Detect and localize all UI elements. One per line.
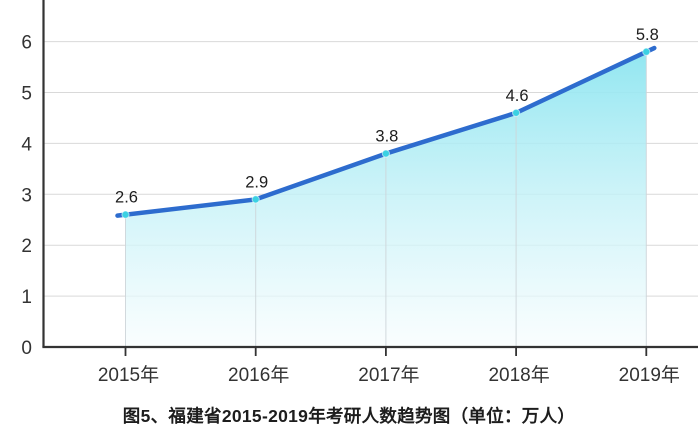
chart-caption: 图5、福建省2015-2019年考研人数趋势图（单位：万人）	[122, 406, 576, 426]
data-point-label: 2.6	[115, 189, 138, 207]
x-tick-label: 2019年	[619, 364, 680, 386]
y-tick-label: 0	[21, 338, 32, 359]
data-point-marker	[512, 108, 521, 117]
y-tick-label: 2	[21, 236, 32, 257]
y-tick-label: 6	[21, 33, 32, 54]
y-tick-label: 3	[21, 185, 32, 206]
data-point-label: 4.6	[506, 87, 529, 105]
data-point-label: 5.8	[636, 26, 659, 44]
x-tick-label: 2016年	[228, 364, 289, 386]
y-tick-label: 4	[21, 134, 32, 155]
data-point-marker	[381, 149, 390, 158]
y-tick-label: 1	[21, 287, 32, 308]
y-tick-label: 5	[21, 84, 32, 105]
data-point-marker	[642, 47, 651, 56]
data-point-marker	[121, 210, 130, 219]
x-tick-label: 2018年	[488, 364, 549, 386]
x-tick-label: 2017年	[358, 364, 419, 386]
data-point-label: 3.8	[375, 128, 398, 146]
x-tick-label: 2015年	[98, 364, 159, 386]
data-point-marker	[251, 195, 260, 204]
data-point-label: 2.9	[245, 173, 268, 191]
